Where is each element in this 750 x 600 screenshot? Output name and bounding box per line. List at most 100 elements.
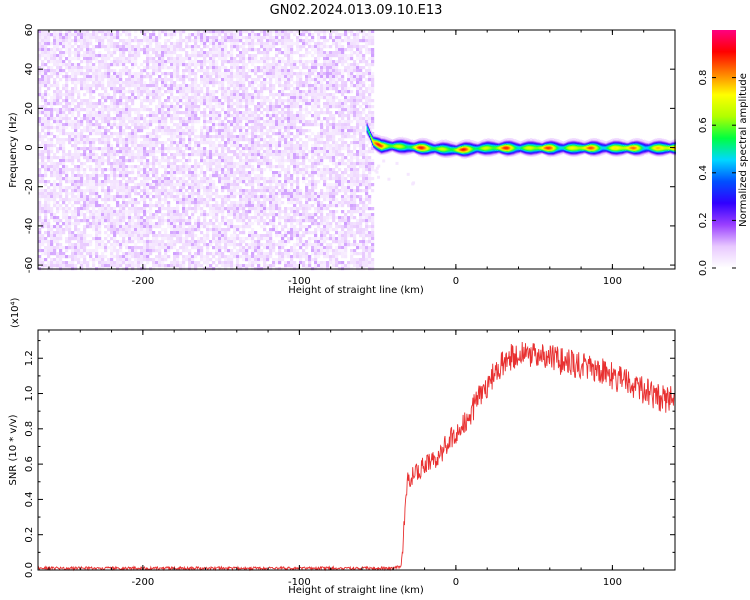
- heatmap-cell: [53, 135, 57, 139]
- heatmap-cell: [302, 177, 306, 181]
- heatmap-cell: [191, 147, 195, 151]
- heatmap-cell: [230, 123, 234, 127]
- heatmap-cell: [218, 30, 222, 34]
- heatmap-cell: [221, 144, 225, 148]
- heatmap-cell: [104, 192, 108, 196]
- heatmap-cell: [62, 51, 66, 55]
- heatmap-cell: [287, 108, 291, 112]
- heatmap-cell: [185, 75, 189, 79]
- heatmap-cell: [146, 174, 150, 178]
- heatmap-cell: [281, 153, 285, 157]
- heatmap-cell: [368, 69, 372, 73]
- heatmap-cell: [215, 195, 219, 199]
- heatmap-cell: [146, 30, 150, 34]
- heatmap-cell: [284, 30, 288, 34]
- heatmap-cell: [74, 87, 78, 91]
- heatmap-cell: [209, 153, 213, 157]
- heatmap-cell: [104, 63, 108, 67]
- heatmap-cell: [140, 183, 144, 187]
- heatmap-cell: [233, 81, 237, 85]
- heatmap-cell: [278, 42, 282, 46]
- heatmap-cell: [77, 72, 81, 76]
- heatmap-cell: [128, 57, 132, 61]
- heatmap-cell: [113, 36, 117, 40]
- heatmap-cell: [191, 48, 195, 52]
- heatmap-cell: [56, 171, 60, 175]
- heatmap-cell: [233, 138, 237, 142]
- heatmap-cell: [257, 174, 261, 178]
- heatmap-cell: [221, 165, 225, 169]
- heatmap-cell: [302, 156, 306, 160]
- heatmap-cell: [365, 90, 369, 94]
- heatmap-cell: [149, 57, 153, 61]
- heatmap-cell: [89, 195, 93, 199]
- heatmap-cell: [362, 159, 366, 163]
- heatmap-cell: [233, 84, 237, 88]
- heatmap-cell: [149, 36, 153, 40]
- heatmap-cell: [335, 162, 339, 166]
- heatmap-cell: [341, 123, 345, 127]
- heatmap-cell: [59, 117, 63, 121]
- heatmap-cell: [56, 129, 60, 133]
- heatmap-cell: [38, 51, 42, 55]
- heatmap-cell: [296, 84, 300, 88]
- heatmap-cell: [299, 156, 303, 160]
- heatmap-cell: [278, 78, 282, 82]
- heatmap-cell: [161, 105, 165, 109]
- heatmap-cell: [278, 135, 282, 139]
- heatmap-cell: [212, 81, 216, 85]
- heatmap-cell: [323, 156, 327, 160]
- heatmap-cell: [152, 132, 156, 136]
- heatmap-cell: [350, 192, 354, 196]
- heatmap-cell: [161, 192, 165, 196]
- heatmap-cell: [353, 42, 357, 46]
- heatmap-cell: [308, 30, 312, 34]
- heatmap-cell: [212, 174, 216, 178]
- heatmap-cell: [263, 57, 267, 61]
- heatmap-cell: [68, 39, 72, 43]
- heatmap-cell: [80, 147, 84, 151]
- heatmap-cell: [209, 81, 213, 85]
- heatmap-cell: [104, 168, 108, 172]
- heatmap-cell: [332, 135, 336, 139]
- heatmap-cell: [365, 42, 369, 46]
- heatmap-cell: [89, 78, 93, 82]
- heatmap-cell: [200, 186, 204, 190]
- heatmap-cell: [173, 72, 177, 76]
- heatmap-cell: [332, 153, 336, 157]
- heatmap-cell: [236, 36, 240, 40]
- heatmap-cell: [71, 78, 75, 82]
- heatmap-cell: [263, 168, 267, 172]
- heatmap-cell: [41, 66, 45, 70]
- heatmap-cell: [95, 78, 99, 82]
- heatmap-cell: [80, 180, 84, 184]
- heatmap-cell: [116, 108, 120, 112]
- heatmap-cell: [365, 72, 369, 76]
- heatmap-cell: [44, 171, 48, 175]
- heatmap-cell: [350, 135, 354, 139]
- heatmap-cell: [41, 189, 45, 193]
- heatmap-cell: [275, 102, 279, 106]
- heatmap-cell: [122, 114, 126, 118]
- heatmap-cell: [332, 171, 336, 175]
- heatmap-cell: [293, 30, 297, 34]
- heatmap-cell: [140, 198, 144, 202]
- heatmap-cell: [125, 60, 129, 64]
- heatmap-cell: [131, 189, 135, 193]
- heatmap-cell: [263, 108, 267, 112]
- heatmap-cell: [110, 33, 114, 37]
- heatmap-cell: [326, 75, 330, 79]
- heatmap-cell: [326, 81, 330, 85]
- heatmap-cell: [290, 78, 294, 82]
- heatmap-cell: [155, 96, 159, 100]
- heatmap-cell: [158, 120, 162, 124]
- heatmap-cell: [176, 114, 180, 118]
- heatmap-cell: [92, 129, 96, 133]
- heatmap-cell: [239, 102, 243, 106]
- heatmap-cell: [101, 87, 105, 91]
- heatmap-cell: [77, 177, 81, 181]
- heatmap-cell: [332, 126, 336, 130]
- heatmap-cell: [353, 165, 357, 169]
- heatmap-cell: [125, 186, 129, 190]
- heatmap-cell: [320, 93, 324, 97]
